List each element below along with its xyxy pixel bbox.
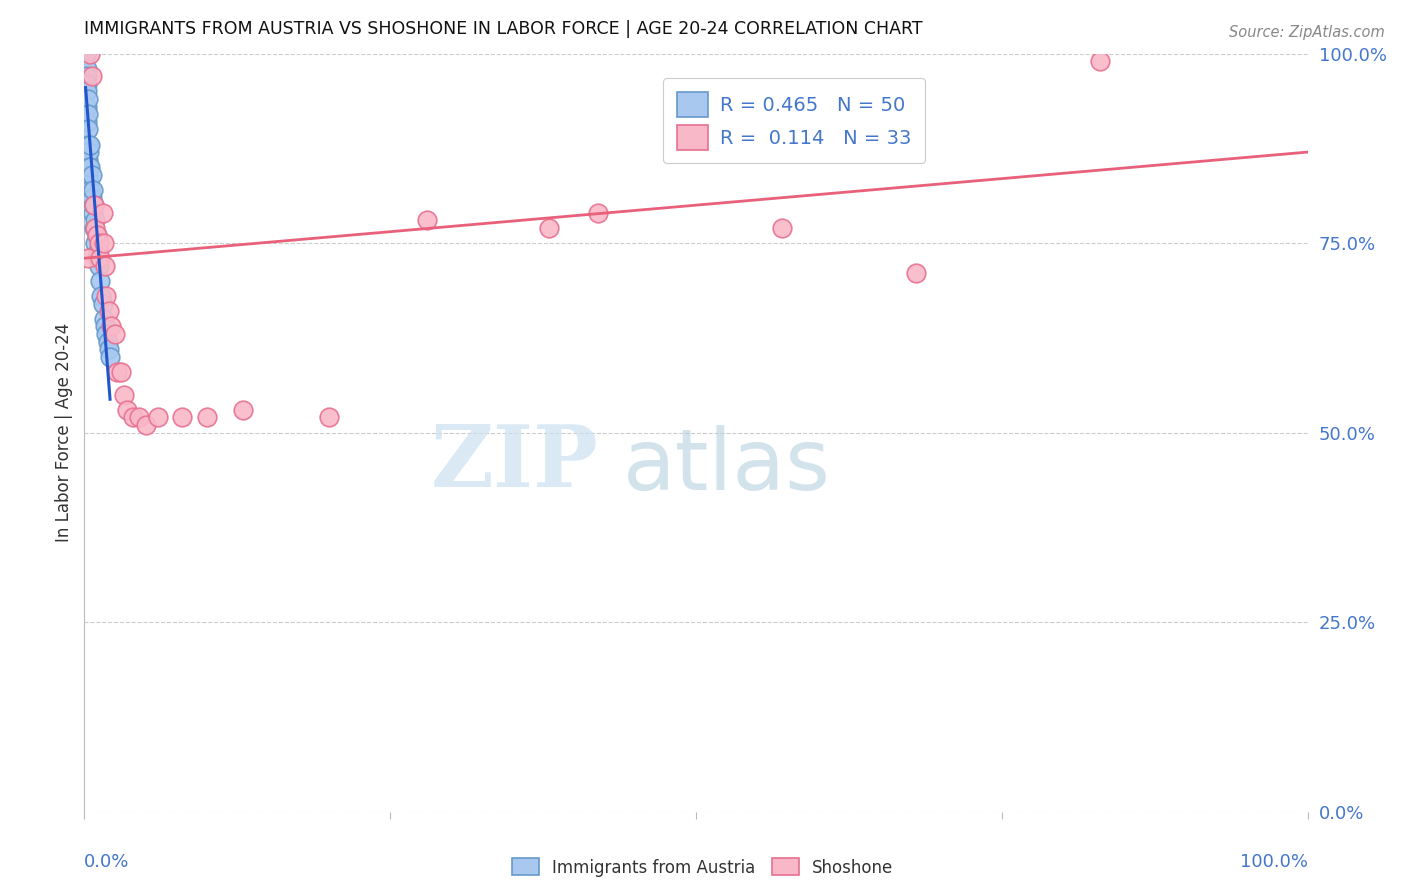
Point xyxy=(77,122,100,136)
Point xyxy=(76,115,98,129)
Point xyxy=(135,417,157,433)
Point xyxy=(77,168,100,182)
Point xyxy=(76,62,98,76)
Point xyxy=(86,252,108,266)
Point xyxy=(128,410,150,425)
Point xyxy=(97,304,120,318)
Legend: R = 0.465   N = 50, R =  0.114   N = 33: R = 0.465 N = 50, R = 0.114 N = 33 xyxy=(664,78,925,163)
Point xyxy=(94,319,117,334)
Point xyxy=(82,206,104,220)
Point xyxy=(83,198,105,212)
Point xyxy=(79,183,101,197)
Point xyxy=(232,403,254,417)
Point xyxy=(96,289,118,303)
Point xyxy=(586,206,609,220)
Point xyxy=(87,259,110,273)
Point xyxy=(79,137,101,152)
Point xyxy=(91,206,114,220)
Point xyxy=(87,244,110,258)
Point xyxy=(75,46,97,61)
Point xyxy=(98,350,121,364)
Point xyxy=(90,289,112,303)
Point xyxy=(89,274,111,288)
Point xyxy=(75,46,97,61)
Point xyxy=(77,137,100,152)
Point xyxy=(77,161,100,175)
Point xyxy=(79,161,101,175)
Point xyxy=(77,153,100,167)
Point xyxy=(94,259,117,273)
Point xyxy=(84,236,107,251)
Point xyxy=(75,46,97,61)
Point xyxy=(122,410,145,425)
Text: 100.0%: 100.0% xyxy=(1240,854,1308,871)
Point xyxy=(84,221,107,235)
Text: Source: ZipAtlas.com: Source: ZipAtlas.com xyxy=(1229,25,1385,40)
Point xyxy=(91,297,114,311)
Point xyxy=(86,228,108,243)
Point xyxy=(416,213,439,227)
Point xyxy=(538,221,561,235)
Point xyxy=(96,327,118,342)
Legend: Immigrants from Austria, Shoshone: Immigrants from Austria, Shoshone xyxy=(505,850,901,885)
Point xyxy=(318,410,340,425)
Point xyxy=(80,70,103,84)
Point xyxy=(110,365,132,379)
Point xyxy=(75,46,97,61)
Point xyxy=(76,77,98,91)
Point xyxy=(115,403,138,417)
Point xyxy=(93,236,115,251)
Point xyxy=(97,334,120,349)
Point xyxy=(75,46,97,61)
Point xyxy=(77,92,100,106)
Point xyxy=(86,228,108,243)
Point xyxy=(87,236,110,251)
Point xyxy=(76,85,98,99)
Point xyxy=(82,183,104,197)
Point xyxy=(77,145,100,160)
Point xyxy=(104,327,127,342)
Point xyxy=(83,221,105,235)
Point xyxy=(770,221,793,235)
Point xyxy=(76,70,98,84)
Point xyxy=(89,252,111,266)
Point xyxy=(75,46,97,61)
Point xyxy=(1088,54,1111,69)
Y-axis label: In Labor Force | Age 20-24: In Labor Force | Age 20-24 xyxy=(55,323,73,542)
Point xyxy=(100,319,122,334)
Point xyxy=(76,100,98,114)
Point xyxy=(105,365,128,379)
Text: ZIP: ZIP xyxy=(430,421,598,505)
Point xyxy=(79,46,101,61)
Point xyxy=(75,46,97,61)
Text: IMMIGRANTS FROM AUSTRIA VS SHOSHONE IN LABOR FORCE | AGE 20-24 CORRELATION CHART: IMMIGRANTS FROM AUSTRIA VS SHOSHONE IN L… xyxy=(84,21,922,38)
Point xyxy=(77,252,100,266)
Point xyxy=(75,46,97,61)
Point xyxy=(77,107,100,121)
Point xyxy=(75,46,97,61)
Point xyxy=(146,410,169,425)
Point xyxy=(93,312,115,326)
Point xyxy=(77,191,100,205)
Point xyxy=(112,387,135,401)
Point xyxy=(84,213,107,227)
Point xyxy=(83,198,105,212)
Point xyxy=(905,267,928,281)
Text: atlas: atlas xyxy=(623,425,831,508)
Point xyxy=(80,191,103,205)
Point xyxy=(75,46,97,61)
Point xyxy=(80,168,103,182)
Point xyxy=(172,410,194,425)
Point xyxy=(77,176,100,190)
Point xyxy=(97,343,120,357)
Text: 0.0%: 0.0% xyxy=(84,854,129,871)
Point xyxy=(195,410,218,425)
